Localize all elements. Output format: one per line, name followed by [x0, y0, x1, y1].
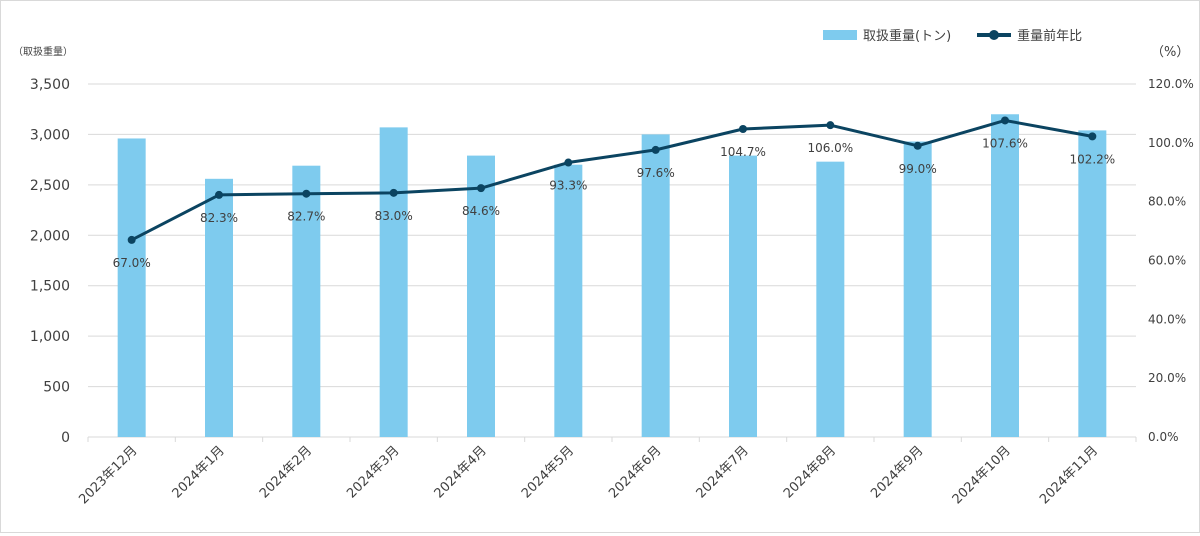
y-right-tick-label: 20.0% [1148, 371, 1186, 385]
x-axis-category-label: 2024年3月 [344, 443, 402, 501]
ratio-point [389, 188, 398, 197]
legend-item-bar: 取扱重量(トン) [823, 25, 951, 44]
y-left-tick-label: 2,000 [30, 228, 70, 244]
bar [205, 178, 233, 437]
ratio-point [477, 184, 485, 193]
y-left-tick-label: 1,500 [30, 279, 70, 295]
ratio-point [215, 190, 223, 199]
x-axis-category-label: 2024年4月 [432, 443, 490, 501]
y-right-tick-label: 120.0% [1148, 77, 1194, 91]
bar [554, 164, 583, 437]
y-left-tick-label: 2,500 [30, 178, 70, 194]
right-axis-unit-label: （%） [1151, 45, 1190, 60]
y-right-tick-label: 0.0% [1148, 430, 1179, 444]
left-axis-unit-label: （取扱重量） [13, 47, 73, 58]
ratio-data-label: 97.6% [637, 166, 675, 180]
y-left-tick-label: 3,000 [30, 127, 70, 143]
legend-bar-label: 取扱重量(トン) [863, 29, 952, 44]
y-left-tick-label: 3,500 [30, 77, 70, 93]
ratio-point [564, 158, 573, 167]
ratio-data-label: 104.7% [720, 145, 766, 159]
ratio-data-label: 106.0% [807, 141, 853, 155]
ratio-data-label: 82.3% [200, 211, 238, 225]
ratio-point [127, 235, 136, 244]
ratio-data-label: 107.6% [982, 136, 1028, 150]
ratio-data-label: 93.3% [549, 179, 587, 193]
x-axis-category-label: 2024年11月 [1037, 443, 1101, 507]
ratio-point [739, 125, 747, 134]
ratio-data-label: 67.0% [113, 256, 151, 270]
ratio-point [826, 121, 835, 130]
y-right-tick-label: 100.0% [1148, 136, 1194, 150]
y-left-tick-label: 0 [61, 430, 70, 446]
ratio-data-label: 83.0% [375, 209, 413, 223]
ratio-point [1088, 132, 1097, 141]
y-left-tick-label: 1,000 [30, 329, 70, 345]
legend-item-line: 重量前年比 [977, 25, 1082, 44]
ratio-data-label: 82.7% [287, 210, 325, 224]
x-axis-category-label: 2024年7月 [694, 443, 752, 501]
ratio-point [913, 141, 922, 150]
bar [991, 114, 1019, 437]
x-axis-category-label: 2024年10月 [950, 443, 1014, 507]
ratio-line [130, 118, 1093, 242]
bar [1078, 130, 1107, 437]
bar [379, 127, 408, 438]
y-right-tick-label: 40.0% [1148, 312, 1186, 326]
ratio-data-label: 102.2% [1069, 152, 1115, 166]
bar [117, 138, 146, 437]
x-axis-category-label: 2024年1月 [170, 443, 228, 501]
x-axis-category-label: 2024年6月 [606, 443, 664, 501]
legend-line-label: 重量前年比 [1017, 29, 1083, 44]
x-axis-category-label: 2024年8月 [781, 443, 839, 501]
legend: 取扱重量(トン) 重量前年比 [823, 25, 1108, 44]
x-axis-category-label: 2024年2月 [257, 443, 315, 501]
y-left-tick-label: 500 [43, 380, 70, 396]
ratio-point [1001, 116, 1009, 125]
x-axis-category-label: 2024年5月 [519, 443, 577, 501]
bar [903, 141, 932, 437]
x-axis-category-label: 2023年12月 [76, 443, 140, 507]
bar [641, 134, 670, 437]
bar [816, 161, 845, 437]
legend-line-swatch [977, 29, 1012, 40]
ratio-point [651, 145, 660, 154]
legend-bar-swatch [823, 29, 857, 40]
ratio-data-label: 99.0% [899, 162, 937, 176]
bar [467, 155, 495, 437]
x-axis-category-label: 2024年9月 [868, 443, 926, 501]
bar [729, 155, 757, 437]
ratio-point [302, 189, 311, 198]
y-right-tick-label: 60.0% [1148, 254, 1186, 268]
ratio-data-label: 84.6% [462, 204, 500, 218]
y-right-tick-label: 80.0% [1148, 195, 1186, 209]
bar [292, 165, 321, 438]
